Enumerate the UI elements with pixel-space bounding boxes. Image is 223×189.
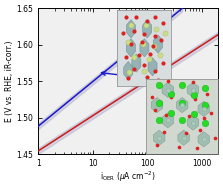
Text: SrIrO$_3$: SrIrO$_3$	[152, 120, 197, 134]
X-axis label: i$_{\mathregular{OER}}$ ($\mu$A cm$^{-2}$): i$_{\mathregular{OER}}$ ($\mu$A cm$^{-2}…	[100, 170, 156, 184]
Text: IrO$_2$: IrO$_2$	[101, 71, 153, 84]
Y-axis label: E (V vs. RHE, iR-corr.): E (V vs. RHE, iR-corr.)	[5, 41, 14, 122]
